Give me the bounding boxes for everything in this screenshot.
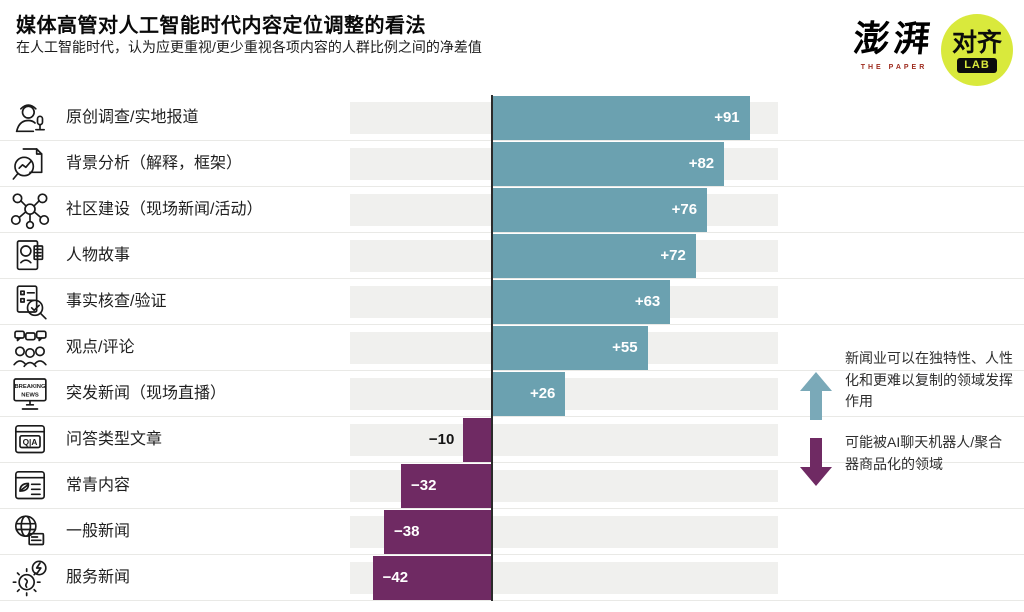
bar-positive: +63: [491, 280, 671, 324]
category-label: 原创调查/实地报道: [66, 109, 199, 127]
chart-row: 背景分析（解释，框架） +82: [0, 141, 1024, 187]
bar-value-label: +82: [688, 155, 715, 172]
the-paper-logo-text: 澎湃: [851, 19, 936, 59]
chart-row: 常青内容 −32: [0, 463, 1024, 509]
legend-negative: 可能被AI聊天机器人/聚合器商品化的领域: [800, 432, 1015, 486]
chart-row: 观点/评论 +55: [0, 325, 1024, 371]
chart-row: BREAKING NEWS 突发新闻（现场直播） +26: [0, 371, 1024, 417]
chart-row: 事实核查/验证 +63: [0, 279, 1024, 325]
legend-positive: 新闻业可以在独特性、人性化和更难以复制的领域发挥作用: [800, 348, 1015, 420]
bar-value-label: +55: [612, 339, 638, 356]
bar-value-label: +91: [714, 109, 740, 126]
evergreen-icon: [10, 466, 50, 506]
category-label: 突发新闻（现场直播）: [66, 385, 227, 403]
diverging-bar-chart: 原创调查/实地报道 +91 背景分析（解释，框架） +82 社区建设（现场新闻/…: [0, 95, 1024, 601]
bar-positive: +26: [491, 372, 566, 416]
bar-value-label: +76: [671, 201, 698, 218]
legend-positive-text: 新闻业可以在独特性、人性化和更难以复制的领域发挥作用: [845, 350, 1013, 410]
duiqi-lab-badge: LAB: [957, 57, 997, 74]
category-label: 背景分析（解释，框架）: [66, 155, 243, 173]
category-label: 常青内容: [66, 477, 131, 495]
category-label: 观点/评论: [66, 339, 135, 357]
bar-positive: +55: [491, 326, 648, 370]
bar-value-label: −38: [394, 523, 420, 540]
bar-track: +72: [350, 234, 778, 278]
chart-row: Q|A 问答类型文章 −10: [0, 417, 1024, 463]
bar-track: +26: [350, 372, 778, 416]
page-subtitle: 在人工智能时代，认为应更重视/更少重视各项内容的人群比例之间的净差值: [16, 39, 482, 55]
chart-row: 一般新闻 −38: [0, 509, 1024, 555]
duiqi-lab-logo-text: 对齐: [951, 28, 1002, 57]
chart-row: 服务新闻 −42: [0, 555, 1024, 601]
opinion-icon: [10, 328, 50, 368]
qa-icon: Q|A: [10, 420, 50, 460]
bar-positive: +72: [491, 234, 696, 278]
zero-baseline: [490, 95, 493, 601]
category-label: 社区建设（现场新闻/活动）: [66, 201, 263, 219]
svg-text:NEWS: NEWS: [21, 393, 39, 399]
community-icon: [10, 190, 50, 230]
legend-negative-text: 可能被AI聊天机器人/聚合器商品化的领域: [845, 434, 1003, 472]
bar-negative: −32: [401, 464, 492, 508]
category-label: 服务新闻: [66, 569, 131, 587]
bar-track: −32: [350, 464, 778, 508]
category-label: 人物故事: [66, 247, 131, 265]
bar-negative: −42: [372, 556, 492, 600]
bar-track: +82: [350, 142, 778, 186]
bar-track: +91: [350, 96, 778, 140]
up-arrow-icon: [800, 372, 832, 420]
bar-value-label: −32: [411, 477, 437, 494]
svg-text:Q|A: Q|A: [23, 437, 38, 447]
breaking-news-icon: BREAKING NEWS: [10, 374, 50, 414]
bar-positive: +82: [491, 142, 725, 186]
bar-positive: +91: [491, 96, 750, 140]
the-paper-logo: 澎湃 THE PAPER: [848, 10, 940, 71]
bar-track: +63: [350, 280, 778, 324]
reporter-icon: [10, 98, 50, 138]
category-label: 一般新闻: [66, 523, 131, 541]
bar-track: −10: [350, 418, 778, 462]
category-label: 问答类型文章: [66, 431, 163, 449]
bar-value-label: −42: [382, 569, 409, 586]
bar-negative: −38: [384, 510, 492, 554]
duiqi-lab-logo: 对齐 LAB: [941, 14, 1013, 86]
category-label: 事实核查/验证: [66, 293, 167, 311]
general-news-icon: [10, 512, 50, 552]
bar-track: +76: [350, 188, 778, 232]
bar-value-label: −10: [428, 431, 455, 448]
chart-row: 社区建设（现场新闻/活动） +76: [0, 187, 1024, 233]
bar-value-label: +72: [660, 247, 686, 264]
bar-track: −42: [350, 556, 778, 600]
chart-row: 原创调查/实地报道 +91: [0, 95, 1024, 141]
people-story-icon: [10, 236, 50, 276]
bar-track: −38: [350, 510, 778, 554]
bar-value-label: +63: [634, 293, 661, 310]
bar-track: +55: [350, 326, 778, 370]
service-news-icon: [10, 558, 50, 598]
bar-positive: +76: [491, 188, 708, 232]
bar-negative: −10: [429, 418, 492, 462]
background-analysis-icon: [10, 144, 50, 184]
page-title: 媒体高管对人工智能时代内容定位调整的看法: [16, 15, 426, 37]
fact-check-icon: [10, 282, 50, 322]
the-paper-logo-caption: THE PAPER: [860, 64, 928, 71]
down-arrow-icon: [800, 438, 832, 486]
bar-value-label: +26: [529, 385, 556, 402]
svg-text:BREAKING: BREAKING: [14, 384, 46, 390]
chart-row: 人物故事 +72: [0, 233, 1024, 279]
